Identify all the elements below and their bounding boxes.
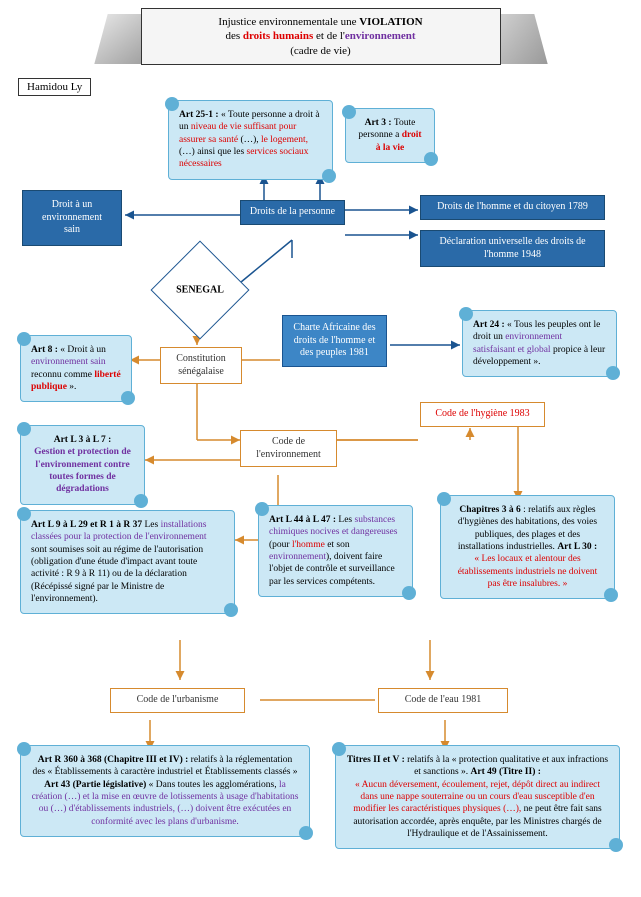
- box-code-urbanisme: Code de l'urbanisme: [110, 688, 245, 713]
- scroll-chap3-6: Chapitres 3 à 6 : relatifs aux règles d'…: [440, 495, 615, 599]
- scroll-art25: Art 25-1 : « Toute personne a droit à un…: [168, 100, 333, 180]
- box-declaration-1948: Déclaration universelle des droits de l'…: [420, 230, 605, 267]
- scroll-art24: Art 24 : « Tous les peuples ont le droit…: [462, 310, 617, 377]
- box-charte-africaine: Charte Africaine des droits de l'homme e…: [282, 315, 387, 367]
- title-banner: Injustice environnementale une VIOLATION…: [141, 8, 501, 65]
- scroll-artL3L7: Art L 3 à L 7 :Gestion et protection de …: [20, 425, 145, 505]
- scroll-artL44: Art L 44 à L 47 : Les substances chimiqu…: [258, 505, 413, 597]
- box-code-hygiene: Code de l'hygiène 1983: [420, 402, 545, 427]
- banner-text: Injustice environnementale une VIOLATION…: [218, 16, 422, 57]
- box-constitution: Constitution sénégalaise: [160, 347, 242, 384]
- scroll-titresII-V: Titres II et V : relatifs à la « protect…: [335, 745, 620, 849]
- author-label: Hamidou Ly: [18, 78, 91, 96]
- box-droits-personne: Droits de la personne: [240, 200, 345, 225]
- diamond-senegal: SENEGAL: [151, 241, 250, 340]
- box-droit-env-sain: Droit à unenvironnementsain: [22, 190, 122, 246]
- scroll-artR360: Art R 360 à 368 (Chapitre III et IV) : r…: [20, 745, 310, 837]
- scroll-artL9L29: Art L 9 à L 29 et R 1 à R 37 Les install…: [20, 510, 235, 614]
- box-droits-1789: Droits de l'homme et du citoyen 1789: [420, 195, 605, 220]
- box-code-env: Code de l'environnement: [240, 430, 337, 467]
- scroll-art8: Art 8 : « Droit à un environnement sain …: [20, 335, 132, 402]
- scroll-art3: Art 3 : Toute personne a droit à la vie: [345, 108, 435, 163]
- box-code-eau: Code de l'eau 1981: [378, 688, 508, 713]
